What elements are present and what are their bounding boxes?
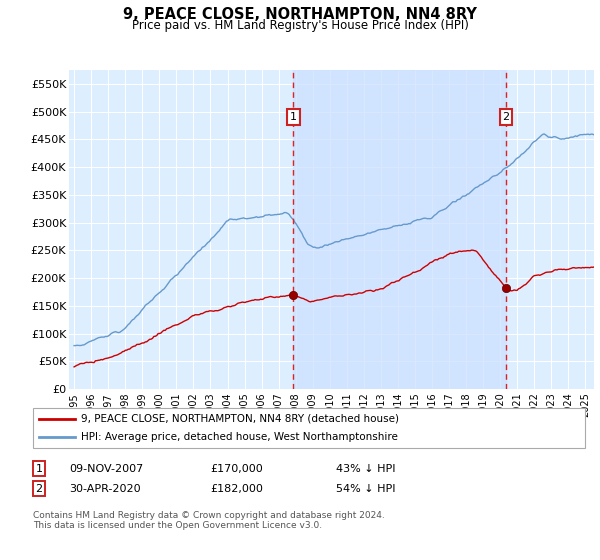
Text: 30-APR-2020: 30-APR-2020 [69,484,140,494]
Text: Contains HM Land Registry data © Crown copyright and database right 2024.
This d: Contains HM Land Registry data © Crown c… [33,511,385,530]
Text: 2: 2 [35,484,43,494]
Text: 54% ↓ HPI: 54% ↓ HPI [336,484,395,494]
Text: 09-NOV-2007: 09-NOV-2007 [69,464,143,474]
Text: £182,000: £182,000 [210,484,263,494]
Text: 9, PEACE CLOSE, NORTHAMPTON, NN4 8RY: 9, PEACE CLOSE, NORTHAMPTON, NN4 8RY [123,7,477,22]
Text: 2: 2 [502,112,509,122]
Text: 43% ↓ HPI: 43% ↓ HPI [336,464,395,474]
Text: 9, PEACE CLOSE, NORTHAMPTON, NN4 8RY (detached house): 9, PEACE CLOSE, NORTHAMPTON, NN4 8RY (de… [81,414,399,424]
Text: £170,000: £170,000 [210,464,263,474]
Text: 1: 1 [290,112,297,122]
Bar [293,70,506,389]
Text: 1: 1 [35,464,43,474]
Text: HPI: Average price, detached house, West Northamptonshire: HPI: Average price, detached house, West… [81,432,398,442]
Text: Price paid vs. HM Land Registry's House Price Index (HPI): Price paid vs. HM Land Registry's House … [131,19,469,32]
